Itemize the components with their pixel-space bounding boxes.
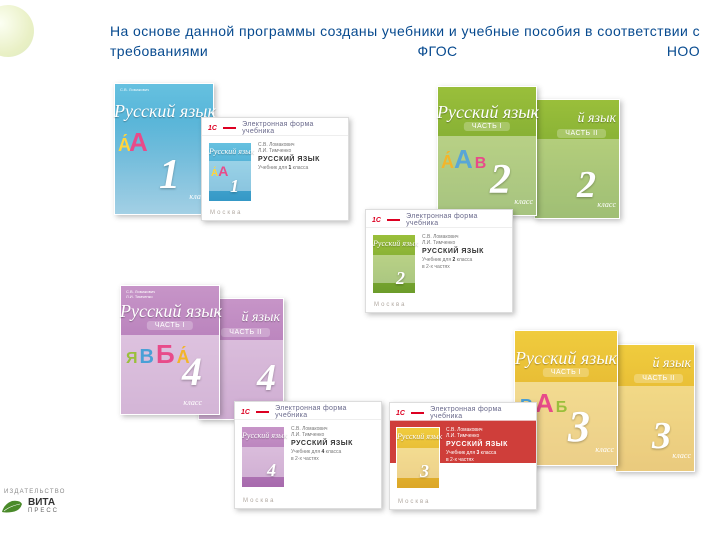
- publisher-logo: ВИТА ПРЕСС: [0, 497, 90, 514]
- book-grade4: С.В. ЛомаковичЛ.И. Тимченко Русский язык…: [120, 285, 220, 415]
- ebook-grade3: 1C Электронная форма учебника Русский яз…: [389, 402, 537, 510]
- ebook-moscow: Москва: [210, 210, 242, 216]
- leaf-icon: [0, 498, 24, 514]
- slide: { "heading": "На основе данной программы…: [0, 0, 720, 540]
- ebook-subject: РУССКИЙ ЯЗЫК: [258, 156, 320, 163]
- ebook-grade4: 1C Электронная форма учебника Русский яз…: [234, 401, 382, 509]
- book-grade1: С.В. Ломакович Русский язык А́А 1 класс: [114, 83, 214, 215]
- ebook-grade1: 1C Электронная форма учебника Русский яз…: [201, 117, 349, 221]
- slide-heading: На основе данной программы созданы учебн…: [110, 22, 700, 61]
- publisher-block: ИЗДАТЕЛЬСТВО ВИТА ПРЕСС: [0, 489, 90, 514]
- ebook-thumb: Русский язык 3: [396, 427, 440, 489]
- book-grade3-back: й язык ЧАСТЬ II 3 класс: [615, 344, 695, 472]
- publisher-brand: ВИТА: [28, 497, 59, 508]
- book-author: С.В. Ломакович: [120, 87, 149, 92]
- ebook-header: 1C Электронная форма учебника: [202, 118, 348, 136]
- book-grade-number: 2: [490, 156, 511, 204]
- ic-1c-icon: 1C: [372, 217, 381, 224]
- publisher-label: ИЗДАТЕЛЬСТВО: [0, 489, 90, 495]
- book-grade2: Русский язык ЧАСТЬ I А́АВ 2 класс: [437, 86, 537, 216]
- ebook-author: Л.И. Тимченко: [258, 148, 320, 154]
- book-grade-number: 1: [159, 151, 180, 199]
- decorative-circle: [0, 5, 34, 57]
- book-grade2-back: й язык ЧАСТЬ II 2 класс: [534, 99, 620, 219]
- ebook-info: С.В. Ломакович Л.И. Тимченко РУССКИЙ ЯЗЫ…: [252, 136, 326, 202]
- book-part: ЧАСТЬ I: [464, 122, 510, 131]
- ebook-thumb: Русский язык А́А 1: [208, 142, 252, 202]
- book-title: Русский язык: [437, 102, 537, 123]
- ic-1c-icon: 1C: [208, 125, 217, 132]
- ebook-grade2: 1C Электронная форма учебника Русский яз…: [365, 209, 513, 313]
- ebook-grade: Учебник для 1 класса: [258, 165, 320, 171]
- ebook-thumb: Русский язык 2: [372, 234, 416, 294]
- ic-1c-icon: 1C: [396, 410, 405, 417]
- ebook-title: Электронная форма учебника: [242, 121, 342, 135]
- book-part: ЧАСТЬ II: [557, 129, 606, 138]
- ebook-thumb: Русский язык 4: [241, 426, 285, 488]
- ic-1c-icon: 1C: [241, 409, 250, 416]
- publisher-sub: ПРЕСС: [28, 508, 59, 514]
